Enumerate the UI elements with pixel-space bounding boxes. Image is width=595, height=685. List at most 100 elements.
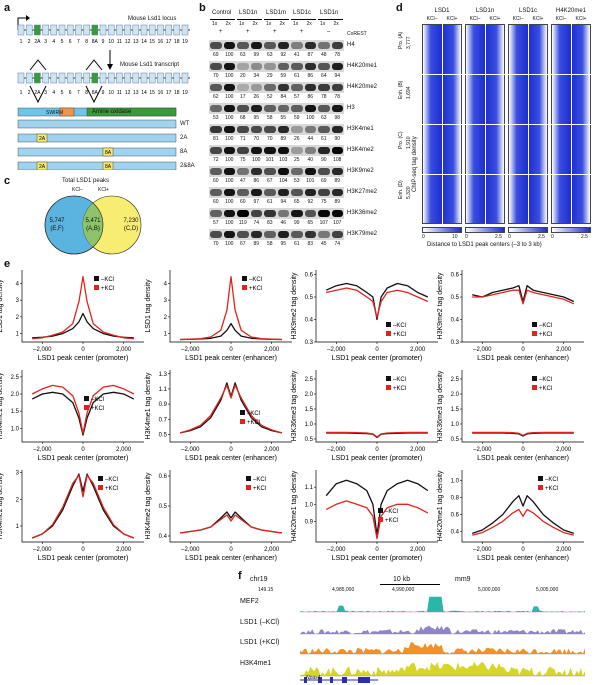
locus-exon-number: 17 xyxy=(166,39,172,45)
gel-band xyxy=(291,42,303,49)
series-plus-kcl xyxy=(180,276,282,341)
transcript-exon xyxy=(124,72,131,84)
gene-exon-block xyxy=(318,677,322,683)
isoform-insert xyxy=(102,147,114,157)
gel-quant-value: 57 xyxy=(293,94,300,100)
panel-label-c: c xyxy=(4,175,11,187)
x-tick-label: 0 xyxy=(81,447,85,453)
gel-row-label: H3K27me2 xyxy=(347,189,378,195)
transcript-exon-number: 2A xyxy=(34,90,41,96)
transcript-exon-number: 5 xyxy=(61,90,64,96)
x-tick-label: –2,000 xyxy=(327,547,346,553)
legend-label: –KCl xyxy=(385,509,398,515)
y-axis-label: H3K4me1 tag density xyxy=(145,372,152,439)
heatmap-column-title: LSD1 xyxy=(434,8,450,14)
heatmap-scale-max: 2.5 xyxy=(538,234,545,240)
y-axis-label: H3K4me2 tag density xyxy=(145,472,152,539)
transcript-exon xyxy=(132,72,140,84)
profile-chart: 0.5 0.7 0.9 1.1 1.3 –2,000 0 2,000 LSD1 peak cen… xyxy=(145,370,292,462)
gel-band xyxy=(223,210,235,217)
heatmap-group-count: 3,777 xyxy=(406,36,412,49)
gel-quant-value: 107 xyxy=(333,220,342,226)
series-minus-kcl xyxy=(31,391,135,436)
x-tick-label: 2,000 xyxy=(556,447,572,453)
isoform-insert xyxy=(36,133,48,143)
gel-quant-value: 60 xyxy=(212,199,219,205)
gel-band xyxy=(210,84,222,91)
x-tick-label: 0 xyxy=(521,347,525,353)
legend-swatch xyxy=(538,476,543,481)
legend-swatch xyxy=(386,385,391,390)
locus-exon xyxy=(181,24,189,36)
chart-axes xyxy=(169,470,292,543)
gel-quant-value: 71 xyxy=(239,136,246,142)
y-tick-label: 1.5 xyxy=(451,407,460,413)
x-axis-label: LSD1 peak center (promoter) xyxy=(332,355,423,362)
series-minus-kcl xyxy=(31,473,135,539)
gel-quant-value: 62 xyxy=(212,94,219,100)
transcript-exon xyxy=(91,72,99,84)
gel-quant-value: 45 xyxy=(320,241,327,247)
heatmap-scale-min: 0 xyxy=(508,234,511,240)
gel-band xyxy=(277,42,289,49)
locus-exon-number: 9 xyxy=(102,39,105,45)
gel-band xyxy=(331,168,343,175)
gel-quant-value: 63 xyxy=(266,52,273,58)
y-tick-label: 0.8 xyxy=(451,495,460,501)
gel-quant-value: 78 xyxy=(320,94,327,100)
transcript-exon-number: 8A xyxy=(92,90,99,96)
y-tick-label: 3 xyxy=(164,298,168,304)
y-axis-label: H3K9me2 tag density xyxy=(291,272,298,339)
gel-band xyxy=(277,210,289,217)
transcript-exon xyxy=(34,72,41,84)
gel-row-label: H3K9me2 xyxy=(347,168,374,174)
transcript-exon xyxy=(107,72,115,84)
locus-exon-number: 10 xyxy=(108,39,114,45)
locus-exon-number: 18 xyxy=(174,39,180,45)
gel-band xyxy=(318,84,330,91)
locus-exon-number: 2A xyxy=(34,39,41,45)
x-tick-label: 0 xyxy=(229,447,233,453)
gel-blot-strip xyxy=(209,124,344,135)
track-label-lsd1-plus: LSD1 (+KCl) xyxy=(240,639,280,646)
venn-overlap-sub: (A,B) xyxy=(86,226,100,232)
gel-quant-value: 72 xyxy=(212,157,219,163)
gel-quant-value: 78 xyxy=(334,94,341,100)
gel-quant-value: 86 xyxy=(253,178,260,184)
y-tick-label: 0.5 xyxy=(159,432,168,438)
gel-corest-mark: – xyxy=(327,29,331,35)
gel-band xyxy=(304,147,316,154)
gel-band xyxy=(291,63,303,70)
panel-label-b: b xyxy=(199,2,206,14)
gel-quant-value: 61 xyxy=(293,241,300,247)
legend-label: –KCl xyxy=(105,477,118,483)
gel-group-underline xyxy=(291,19,316,20)
heatmap-subcolumn-divider xyxy=(442,24,443,224)
y-axis-label: H4K20me1 tag density xyxy=(291,470,298,541)
gel-quant-value: 95 xyxy=(280,241,287,247)
heatmap-subcolumn-title: KCl– xyxy=(512,16,524,22)
heatmap-y-title: ChIP-seq tag density xyxy=(412,136,418,192)
series-plus-kcl xyxy=(472,508,574,536)
transcript-exon xyxy=(17,72,25,84)
scale-bar xyxy=(380,584,440,585)
chart-axes xyxy=(461,270,584,343)
y-axis-label: H3K36me3 tag density xyxy=(437,370,444,441)
y-axis-label: H3K9me2 tag density xyxy=(437,272,444,339)
gel-quant-value: 89 xyxy=(253,241,260,247)
x-tick-label: 0 xyxy=(521,447,525,453)
gel-dose-label: 1x xyxy=(239,21,245,27)
gel-quant-value: 100 xyxy=(225,115,234,121)
legend-swatch xyxy=(386,331,391,336)
x-tick-label: 2,000 xyxy=(556,347,572,353)
heatmap-group-label: Pro. (A) xyxy=(398,31,404,49)
gel-band xyxy=(291,168,303,175)
transcript-exon xyxy=(58,72,66,84)
y-tick-label: 2 xyxy=(16,315,20,321)
transcript-exon-number: 4 xyxy=(52,90,55,96)
profile-chart: 0.9 1.0 1.1 –2,000 0 2,000 LSD1 peak center (p… xyxy=(291,470,438,562)
profile-chart: 0.5 1.0 1.5 2.0 2.5 –2,000 0 2,000 LSD1 peak cen… xyxy=(437,370,584,462)
gel-band xyxy=(237,189,249,196)
gel-band xyxy=(223,231,235,238)
gel-quant-value: 48 xyxy=(320,52,327,58)
